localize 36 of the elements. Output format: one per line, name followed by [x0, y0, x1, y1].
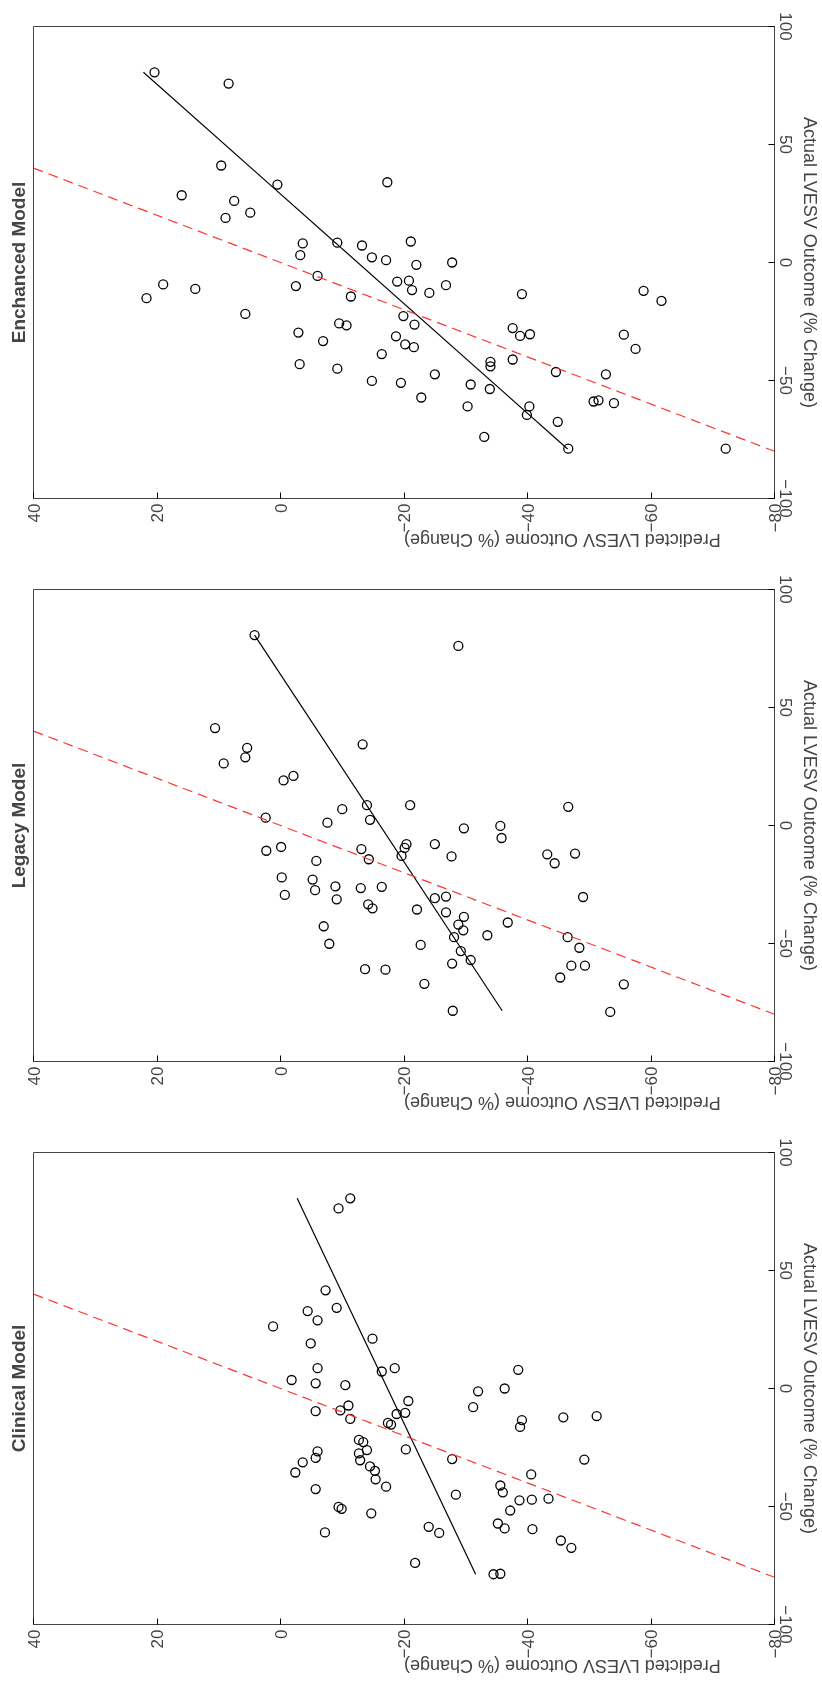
y-tick-label: 100: [775, 12, 795, 41]
y-tick-label: 100: [775, 575, 795, 604]
x-tick-label: −60: [642, 1066, 661, 1096]
x-tick-label: 20: [148, 503, 167, 523]
y-tick-label: −50: [775, 366, 795, 395]
y-tick-label: 0: [775, 820, 795, 831]
y-tick-label: 0: [775, 257, 795, 268]
y-tick-label: 50: [775, 698, 795, 717]
y-tick-label: −50: [775, 929, 795, 958]
x-tick-label: 20: [148, 1066, 167, 1086]
x-tick-label: 0: [271, 503, 291, 513]
x-tick-label: −20: [395, 1066, 414, 1096]
text: Enchanced Model: [7, 181, 29, 344]
y-tick-label: 0: [775, 1383, 795, 1394]
x-tick-label: 20: [148, 1629, 167, 1649]
x-tick-label: 0: [271, 1629, 291, 1639]
x-tick-label: −40: [518, 1629, 538, 1659]
x-tick-label: 40: [24, 503, 44, 523]
y-axis-title: Actual LVESV Outcome (% Change): [799, 680, 820, 971]
x-tick-label: −60: [642, 1629, 661, 1659]
x-tick-label: −40: [518, 1066, 538, 1096]
x-tick-label: −20: [395, 503, 414, 533]
text: Clinical Model: [7, 1324, 29, 1453]
x-tick-label: −40: [518, 503, 538, 533]
x-tick-label: 0: [271, 1066, 291, 1076]
x-tick-label: 40: [24, 1066, 44, 1086]
text: Legacy Model: [7, 762, 29, 889]
y-tick-label: 50: [775, 135, 795, 154]
y-axis-title: Actual LVESV Outcome (% Change): [799, 117, 820, 408]
y-tick-label: −50: [775, 1492, 795, 1521]
y-tick-label: 50: [775, 1261, 795, 1280]
y-axis-title: Actual LVESV Outcome (% Change): [799, 1243, 820, 1534]
y-tick-label: 100: [775, 1138, 795, 1167]
x-tick-label: 40: [24, 1629, 44, 1649]
x-tick-label: −20: [395, 1629, 414, 1659]
x-tick-label: −60: [642, 503, 661, 533]
